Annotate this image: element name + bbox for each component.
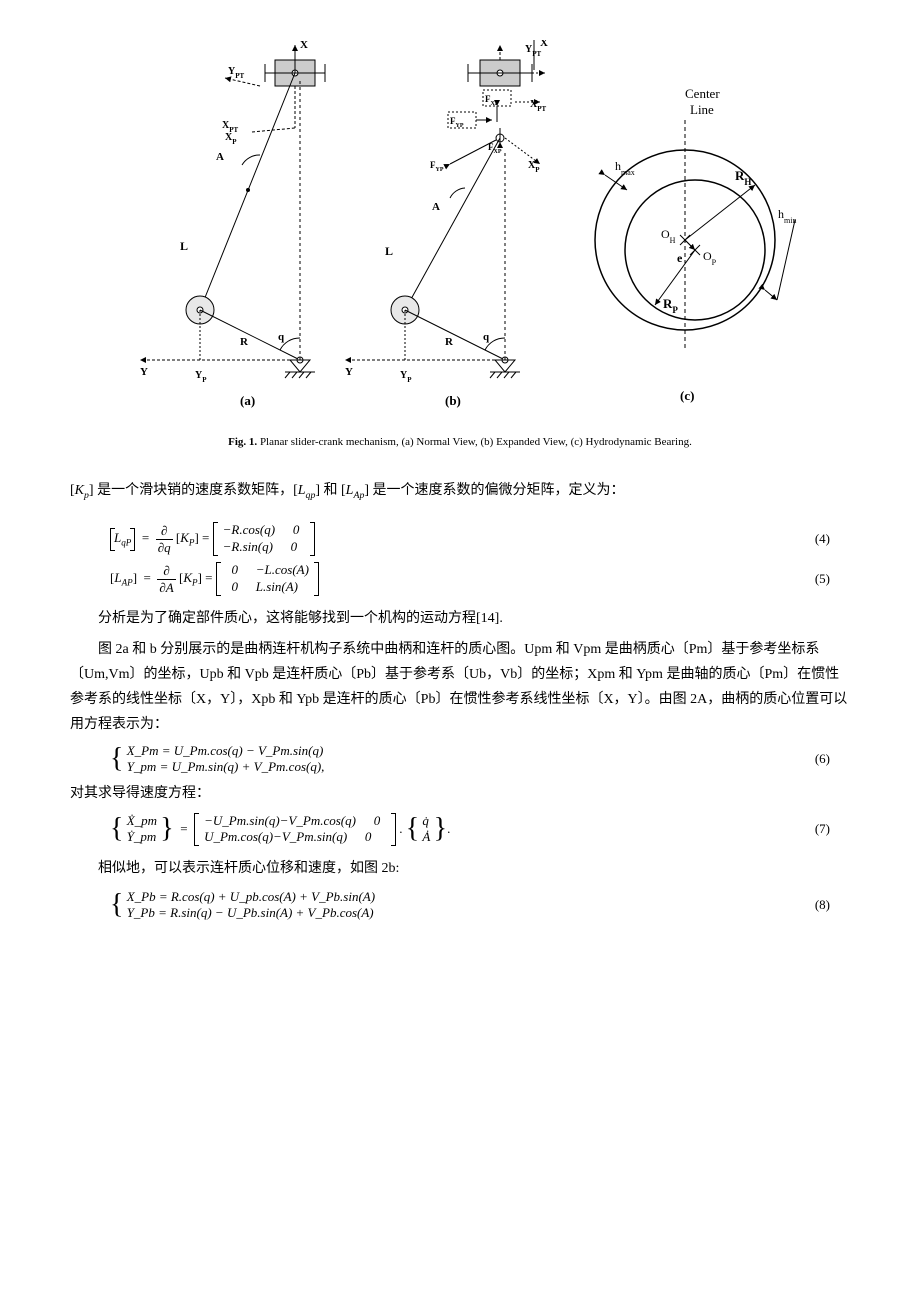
svg-text:L: L xyxy=(180,239,188,253)
mechanism-svg: X YPT XPT XP A L R xyxy=(120,40,800,420)
eq5-content: [LAP] = ∂∂A [KP] = 0−L.cos(A) 0L.sin(A) xyxy=(110,562,319,596)
svg-text:OP: OP xyxy=(703,249,717,267)
intro-text-1: [Kp] 是一个滑块销的速度系数矩阵，[Lqp] 和 [LAp] 是一个速度系数… xyxy=(70,478,850,504)
subfig-c: Center Line OH OP e RH RP xyxy=(595,86,796,403)
subfig-a: X YPT XPT XP A L R xyxy=(140,40,325,408)
svg-text:Line: Line xyxy=(690,102,714,117)
fig-label: Fig. 1. xyxy=(228,436,257,448)
svg-text:A: A xyxy=(216,151,224,163)
eq6-number: (6) xyxy=(815,751,830,767)
svg-text:R: R xyxy=(445,336,454,348)
equation-8: { X_Pb = R.cos(q) + U_pb.cos(A) + V_Pb.s… xyxy=(70,889,850,921)
eq5-number: (5) xyxy=(815,571,830,587)
eq8-content: { X_Pb = R.cos(q) + U_pb.cos(A) + V_Pb.s… xyxy=(110,889,375,921)
svg-text:XP: XP xyxy=(225,132,237,146)
paragraph-4: 相似地，可以表示连杆质心位移和速度，如图 2b: xyxy=(70,856,850,883)
svg-text:Y: Y xyxy=(345,366,353,378)
svg-text:(b): (b) xyxy=(445,393,461,408)
svg-text:YP: YP xyxy=(400,370,412,384)
svg-text:RP: RP xyxy=(663,296,678,315)
svg-text:q: q xyxy=(483,331,490,343)
svg-text:q: q xyxy=(278,331,285,343)
svg-text:YP: YP xyxy=(195,370,207,384)
svg-text:e: e xyxy=(677,251,683,265)
paragraph-2: 图 2a 和 b 分别展示的是曲柄连杆机构子系统中曲柄和连杆的质心图。Upm 和… xyxy=(70,637,850,738)
svg-text:hmin: hmin xyxy=(778,207,796,225)
svg-text:OH: OH xyxy=(661,227,676,245)
svg-text:L: L xyxy=(385,244,393,258)
svg-text:FYP: FYP xyxy=(430,160,444,173)
eq7-number: (7) xyxy=(815,821,830,837)
eq7-content: { Ẋ_pm Ẏ_pm } = −U_Pm.sin(q)−V_Pm.cos(q)… xyxy=(110,813,450,847)
subfig-b: YPT X FXP FYP XPT FXP FYP XP A L xyxy=(345,40,548,408)
svg-text:FYP: FYP xyxy=(450,116,464,129)
svg-text:(a): (a) xyxy=(240,393,255,408)
svg-text:RH: RH xyxy=(735,168,751,187)
equation-4: LqP = ∂∂q [KP] = −R.cos(q)0 −R.sin(q)0 (… xyxy=(70,522,850,556)
svg-text:A: A xyxy=(432,201,440,213)
svg-text:XPT: XPT xyxy=(530,99,547,113)
svg-text:X: X xyxy=(540,40,548,49)
svg-text:YPT: YPT xyxy=(228,66,245,80)
equation-7: { Ẋ_pm Ẏ_pm } = −U_Pm.sin(q)−V_Pm.cos(q)… xyxy=(70,813,850,847)
fig-caption-text: Planar slider-crank mechanism, (a) Norma… xyxy=(260,436,692,448)
svg-text:FXP: FXP xyxy=(488,142,502,155)
eq8-number: (8) xyxy=(815,897,830,913)
eq4-content: LqP = ∂∂q [KP] = −R.cos(q)0 −R.sin(q)0 xyxy=(110,522,315,556)
svg-text:(c): (c) xyxy=(680,388,694,403)
figure-1-caption: Fig. 1. Planar slider-crank mechanism, (… xyxy=(70,436,850,448)
paragraph-3: 对其求导得速度方程： xyxy=(70,781,850,806)
svg-text:X: X xyxy=(300,40,308,51)
figure-1: X YPT XPT XP A L R xyxy=(70,40,850,420)
eq4-number: (4) xyxy=(815,531,830,547)
svg-text:R: R xyxy=(240,336,249,348)
svg-text:XP: XP xyxy=(528,160,540,174)
equation-6: { X_Pm = U_Pm.cos(q) − V_Pm.sin(q) Y_pm … xyxy=(70,743,850,775)
svg-text:hmax: hmax xyxy=(615,159,635,177)
paragraph-1: 分析是为了确定部件质心，这将能够找到一个机构的运动方程[14]. xyxy=(70,606,850,633)
svg-text:FXP: FXP xyxy=(485,94,499,107)
eq6-content: { X_Pm = U_Pm.cos(q) − V_Pm.sin(q) Y_pm … xyxy=(110,743,324,775)
svg-text:Center: Center xyxy=(685,86,720,101)
svg-text:Y: Y xyxy=(140,366,148,378)
equation-5: [LAP] = ∂∂A [KP] = 0−L.cos(A) 0L.sin(A) … xyxy=(70,562,850,596)
